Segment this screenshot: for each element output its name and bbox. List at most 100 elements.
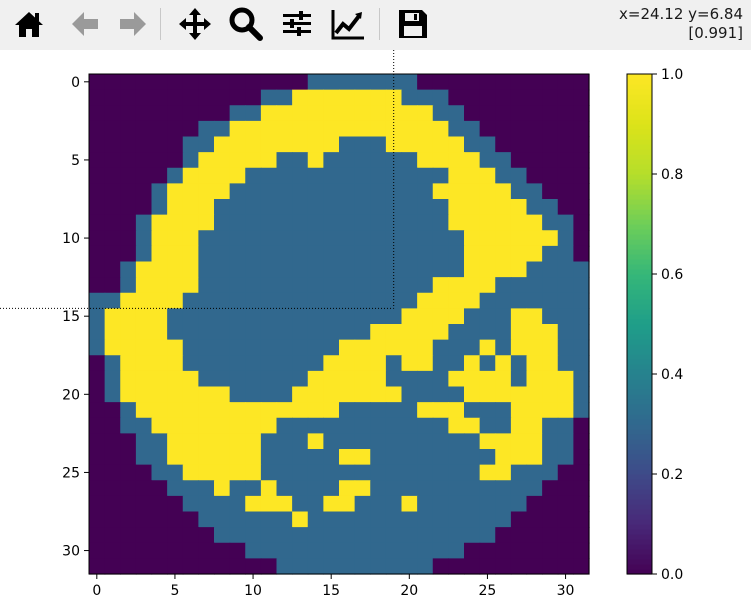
heatmap-cell — [245, 261, 262, 278]
heatmap-cell — [198, 214, 215, 231]
heatmap-cell — [167, 230, 184, 247]
heatmap-cell — [495, 261, 512, 278]
heatmap-cell — [526, 167, 543, 184]
heatmap-cell — [135, 183, 153, 200]
heatmap-cell — [198, 199, 215, 216]
heatmap-cell — [89, 527, 106, 544]
colorbar: 0.0 0.2 0.4 0.6 0.8 1.0 — [626, 67, 683, 583]
heatmap-cell — [198, 136, 215, 153]
colorbar-segment — [627, 334, 652, 340]
heatmap-cell — [526, 449, 543, 466]
heatmap-cell — [214, 230, 231, 247]
axes-frame — [88, 73, 590, 575]
heatmap-cell — [432, 339, 449, 356]
colorbar-segment — [627, 539, 652, 545]
heatmap-cell — [292, 355, 309, 372]
heatmap-cell — [182, 511, 199, 528]
heatmap-cell — [167, 183, 184, 200]
heatmap-cell — [370, 370, 387, 388]
heatmap-cell — [495, 183, 512, 200]
heatmap-cell — [448, 386, 465, 403]
heatmap-cell — [354, 402, 371, 419]
heatmap-cell — [229, 183, 246, 200]
heatmap-cell — [198, 558, 215, 575]
colorbar-segment — [627, 219, 652, 225]
heatmap-cell — [354, 245, 371, 263]
heatmap-cell — [339, 105, 356, 122]
heatmap-cell — [135, 292, 153, 309]
home-button[interactable] — [10, 5, 48, 43]
heatmap-cell — [401, 105, 418, 122]
heatmap-cell — [151, 74, 168, 91]
heatmap-cell — [229, 89, 246, 106]
heatmap-cell — [432, 386, 449, 403]
heatmap-cell — [104, 183, 121, 200]
heatmap-cell — [198, 511, 215, 528]
heatmap-cell — [104, 308, 121, 325]
heatmap-cell — [401, 417, 418, 434]
heatmap-cell — [182, 417, 199, 434]
heatmap-cell — [432, 136, 449, 153]
heatmap-cell — [370, 136, 387, 153]
heatmap-cell — [479, 136, 496, 153]
heatmap-cell — [573, 214, 590, 231]
heatmap-cell — [214, 324, 231, 341]
heatmap-cell — [120, 152, 137, 169]
heatmap-cell — [432, 277, 449, 294]
heatmap-cell — [151, 355, 168, 372]
heatmap-cell — [214, 199, 231, 216]
heatmap-cell — [135, 355, 153, 372]
heatmap-cell — [120, 480, 137, 497]
heatmap-cell — [526, 105, 543, 122]
heatmap-cell — [182, 199, 199, 216]
forward-button[interactable] — [114, 5, 152, 43]
heatmap-cell — [542, 355, 559, 372]
heatmap-cell — [573, 152, 590, 169]
configure-subplots-button[interactable] — [278, 5, 316, 43]
heatmap-cell — [104, 136, 121, 153]
edit-axis-button[interactable] — [329, 5, 367, 43]
heatmap-cell — [354, 183, 371, 200]
heatmap-cell — [307, 449, 324, 466]
colorbar-segment — [627, 154, 652, 160]
heatmap-cell — [182, 433, 199, 450]
figure-canvas[interactable]: 0 5 10 15 20 25 30 0 5 10 15 20 25 30 0.0 0.2 0.4 0.6 0.8… — [0, 50, 751, 607]
heatmap-cell — [323, 136, 340, 153]
heatmap-cell — [151, 370, 168, 388]
heatmap-cell — [448, 542, 465, 559]
heatmap-cell — [214, 167, 231, 184]
heatmap-cell — [120, 105, 137, 122]
zoom-button[interactable] — [227, 5, 265, 43]
colorbar-segment — [627, 474, 652, 480]
heatmap-cell — [120, 449, 137, 466]
heatmap-cell — [370, 120, 387, 138]
heatmap-cell — [260, 386, 278, 403]
heatmap-cell — [182, 558, 199, 575]
heatmap-cell — [417, 292, 434, 309]
back-button[interactable] — [66, 5, 104, 43]
heatmap-cell — [479, 277, 496, 294]
heatmap-cell — [432, 74, 449, 91]
heatmap-cell — [276, 230, 293, 247]
heatmap-cell — [89, 480, 106, 497]
save-button[interactable] — [394, 5, 432, 43]
heatmap-cell — [323, 417, 340, 434]
heatmap-cell — [464, 449, 481, 466]
heatmap-cell — [510, 324, 528, 341]
heatmap-cell — [323, 511, 340, 528]
heatmap-cell — [229, 386, 246, 403]
heatmap-cell — [245, 542, 262, 559]
heatmap-cell — [448, 464, 465, 481]
heatmap-cell — [276, 417, 293, 434]
heatmap-cell — [307, 480, 324, 497]
heatmap-cell — [370, 105, 387, 122]
heatmap-cell — [104, 89, 121, 106]
heatmap-cell — [229, 542, 246, 559]
heatmap-cell — [573, 417, 590, 434]
toolbar-separator — [379, 8, 380, 40]
heatmap-cell — [370, 74, 387, 91]
heatmap-cell — [323, 527, 340, 544]
heatmap-cell — [135, 230, 153, 247]
heatmap-cell — [339, 558, 356, 575]
pan-button[interactable] — [176, 5, 214, 43]
